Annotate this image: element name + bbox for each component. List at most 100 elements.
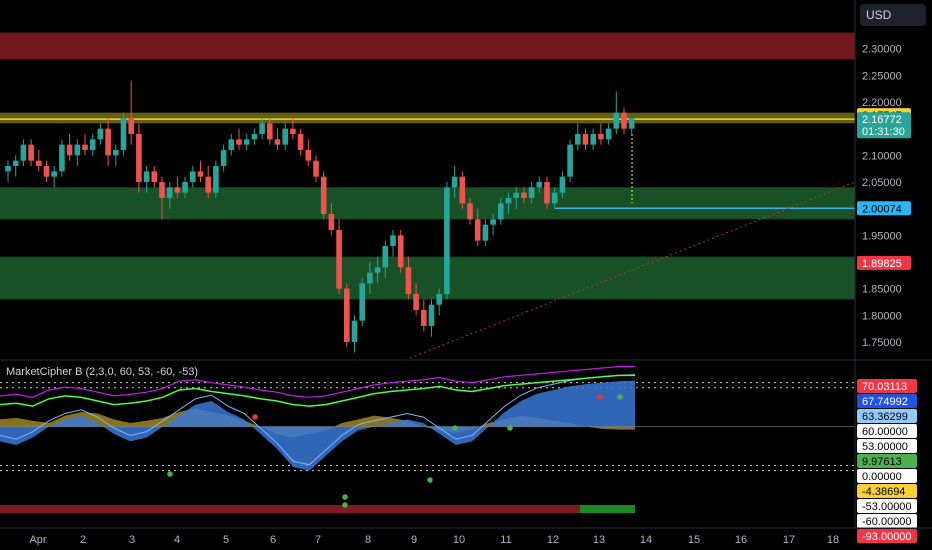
time-tick-label: 6: [270, 534, 276, 546]
candle-body: [151, 171, 158, 182]
zone-yellow: [0, 112, 855, 124]
time-tick-label: 13: [593, 534, 605, 546]
indicator-label-bg: [857, 514, 917, 528]
candle-body: [12, 160, 19, 166]
candle-body: [51, 171, 57, 177]
candle-body: [521, 192, 527, 198]
rsi-band-green: [580, 505, 635, 513]
zone-green-upper: [0, 187, 855, 220]
candle-body: [259, 123, 265, 134]
candle-body: [498, 203, 504, 220]
time-tick-label: 17: [783, 534, 795, 546]
indicator-label: 60.00000: [862, 426, 908, 438]
candle-body: [113, 150, 119, 156]
price-label-bg: [857, 255, 911, 270]
candle-body: [528, 187, 535, 198]
price-tick-label: 2.10000: [862, 150, 902, 162]
signal-dot: [342, 502, 348, 508]
indicator-label: -4.38694: [862, 486, 905, 498]
price-tick-label: 2.30000: [862, 44, 902, 56]
candle-body: [567, 144, 573, 177]
candle-body: [66, 144, 73, 156]
candle-body: [290, 128, 296, 134]
time-tick-label: 14: [640, 534, 652, 546]
time-tick-label: 5: [223, 534, 229, 546]
candle-body: [320, 176, 327, 214]
time-tick-label: 8: [365, 534, 371, 546]
candle-body: [397, 235, 404, 268]
candle-body: [128, 118, 134, 134]
candle-body: [120, 118, 127, 150]
indicator-label: -53.00000: [862, 501, 912, 513]
candle-body: [490, 219, 496, 225]
indicator-label: 67.74992: [862, 396, 908, 408]
wave-line-purple: [0, 365, 635, 398]
indicator-label: 70.03113: [862, 381, 907, 393]
signal-dot: [452, 425, 458, 431]
signal-dot: [342, 494, 348, 500]
signal-dot: [597, 394, 603, 400]
candle-body: [544, 182, 550, 204]
candle-body: [213, 166, 219, 193]
candle-body: [551, 192, 558, 204]
price-label-bg: [857, 201, 911, 216]
candle-body: [105, 128, 111, 156]
time-tick-label: Apr: [29, 534, 46, 546]
indicator-label: 9.97613: [862, 456, 902, 468]
indicator-label-bg: [857, 409, 917, 423]
indicator-label: 53.00000: [862, 441, 908, 453]
price-label: 1.89825: [862, 258, 902, 270]
countdown-label: 01:31:30: [862, 126, 905, 138]
candle-body: [243, 139, 250, 145]
candle-body: [97, 128, 104, 140]
price-tick-label: 2.05000: [862, 177, 902, 189]
time-tick-label: 18: [827, 534, 839, 546]
currency-button[interactable]: USD: [860, 4, 926, 26]
time-tick-label: 15: [688, 534, 700, 546]
wave-line-light: [0, 374, 636, 466]
candle-body: [513, 192, 519, 198]
candle-body: [559, 176, 566, 193]
candle-body: [536, 182, 543, 188]
time-tick-label: 10: [453, 534, 465, 546]
price-tick-label: 1.75000: [862, 337, 902, 349]
candle-body: [605, 128, 612, 140]
candle-body: [374, 267, 381, 273]
indicator-label-bg: [857, 499, 917, 513]
signal-dot: [617, 394, 623, 400]
price-label: 2.16772: [862, 114, 902, 126]
candle-body: [444, 187, 450, 294]
candle-body: [390, 235, 396, 246]
candle-body: [351, 320, 358, 342]
candle-body: [428, 304, 435, 326]
candle-body: [459, 176, 466, 204]
candle-body: [282, 128, 288, 145]
candle-body: [43, 166, 50, 177]
time-tick-label: 16: [735, 534, 747, 546]
rsi-band-red: [0, 505, 580, 513]
time-tick-label: 3: [129, 534, 135, 546]
price-tick-label: 1.80000: [862, 310, 902, 322]
candle-body: [89, 139, 96, 150]
candle-body: [313, 160, 319, 177]
price-tick-label: 2.20000: [862, 97, 902, 109]
indicator-label-bg: [857, 454, 917, 468]
candle-body: [297, 134, 304, 150]
time-tick-label: 2: [80, 534, 86, 546]
indicator-label-bg: [857, 394, 917, 408]
candle-body: [136, 134, 142, 182]
time-tick-label: 9: [411, 534, 417, 546]
time-tick-label: 11: [500, 534, 511, 546]
indicator-label-bg: [857, 484, 917, 498]
signal-dot: [167, 471, 173, 477]
candle-body: [274, 139, 281, 145]
candle-body: [336, 230, 342, 289]
candle-body: [344, 288, 350, 342]
wave-line-green: [0, 374, 635, 407]
candle-body: [421, 310, 427, 326]
candle-body: [74, 144, 81, 156]
candle-body: [305, 150, 312, 161]
price-label: 2.00074: [862, 203, 902, 215]
candle-body: [143, 171, 150, 182]
